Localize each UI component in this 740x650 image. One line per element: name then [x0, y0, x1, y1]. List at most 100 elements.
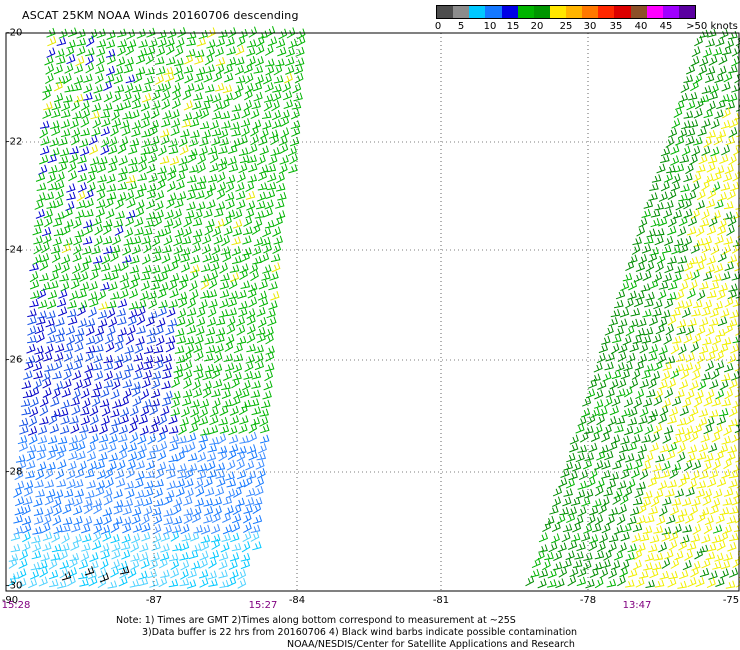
wind-barb	[154, 359, 164, 371]
wind-barb	[630, 467, 640, 479]
wind-barb	[114, 353, 124, 363]
wind-barb	[112, 371, 123, 381]
wind-barb	[208, 557, 217, 569]
wind-barb	[244, 72, 254, 84]
wind-barb	[32, 226, 42, 236]
wind-barb	[636, 515, 646, 525]
wind-barb	[113, 218, 124, 228]
wind-barb	[100, 281, 110, 291]
wind-barb	[582, 459, 593, 470]
wind-barb	[653, 271, 663, 283]
wind-barb	[150, 108, 160, 119]
wind-barb	[251, 406, 262, 416]
wind-barb	[265, 58, 275, 67]
wind-barb	[55, 48, 65, 58]
wind-barb	[252, 81, 263, 92]
wind-barb	[649, 247, 659, 256]
wind-barb	[667, 314, 677, 326]
wind-barb	[677, 508, 688, 517]
wind-barb	[702, 271, 713, 281]
wind-barb	[594, 399, 604, 409]
wind-barb	[688, 119, 699, 128]
wind-barb	[641, 460, 652, 471]
wind-barb	[44, 343, 54, 355]
wind-barb	[235, 75, 246, 84]
wind-barb	[73, 479, 84, 489]
wind-barb	[42, 387, 52, 398]
wind-barb	[559, 507, 569, 516]
wind-barb	[595, 478, 605, 489]
wind-barb	[61, 571, 72, 581]
wind-barb	[717, 65, 727, 76]
wind-barb	[103, 379, 114, 388]
wind-barb	[165, 37, 175, 48]
wind-barb	[282, 90, 293, 101]
wind-barb	[166, 469, 176, 479]
wind-barb	[651, 174, 662, 183]
wind-barb	[254, 56, 264, 67]
wind-barb	[252, 502, 262, 515]
wind-barb	[649, 442, 659, 452]
wind-barb	[142, 399, 152, 409]
wind-barb	[175, 354, 186, 364]
wind-barb	[678, 193, 688, 202]
wind-barb	[607, 416, 617, 427]
wind-barb	[151, 416, 161, 427]
wind-barb	[259, 145, 269, 156]
wind-barb	[73, 64, 84, 74]
wind-barb	[83, 515, 93, 526]
wind-barb	[69, 552, 80, 562]
wind-barb	[128, 288, 139, 299]
wind-barb	[723, 487, 734, 497]
wind-barb	[255, 459, 265, 470]
wind-barb	[648, 252, 658, 263]
wind-barb	[165, 72, 175, 83]
wind-barb	[689, 380, 699, 391]
wind-barb	[712, 334, 722, 346]
wind-barb	[631, 243, 641, 255]
wind-barb	[103, 80, 113, 92]
wind-barb	[76, 190, 86, 202]
wind-barb	[120, 396, 130, 407]
wind-barb	[107, 580, 118, 589]
wind-barb	[162, 353, 173, 364]
wind-barb	[663, 425, 674, 435]
wind-barb	[714, 450, 724, 461]
wind-barb	[257, 170, 268, 182]
wind-barb	[684, 260, 694, 272]
wind-barb	[196, 470, 207, 480]
wind-barb	[263, 100, 273, 112]
colorbar-segment	[533, 6, 550, 18]
wind-barb	[671, 117, 681, 129]
wind-barb	[625, 552, 635, 561]
wind-barb	[152, 245, 162, 254]
wind-barb	[185, 343, 195, 355]
wind-barb	[581, 407, 591, 418]
wind-barb	[75, 468, 85, 479]
wind-barb	[264, 199, 274, 210]
wind-barb	[589, 567, 599, 578]
wind-barb	[251, 100, 261, 110]
wind-barb	[648, 543, 658, 553]
wind-barb	[220, 98, 230, 110]
wind-barb	[85, 54, 94, 66]
wind-barb	[223, 92, 234, 102]
wind-barb	[46, 299, 57, 310]
wind-barb	[29, 569, 40, 580]
wind-barb	[244, 89, 253, 101]
wind-barb	[732, 238, 740, 247]
wind-barb	[591, 523, 602, 533]
wind-barb	[267, 316, 277, 327]
wind-barb	[699, 317, 709, 327]
wind-barb	[39, 259, 49, 272]
wind-barb	[231, 513, 242, 524]
wind-barb	[157, 306, 167, 317]
wind-barb	[626, 478, 636, 490]
wind-barb	[633, 459, 643, 470]
wind-barb	[84, 208, 94, 218]
wind-barb	[611, 396, 621, 407]
wind-barb	[648, 506, 658, 515]
wind-barb	[207, 145, 218, 155]
lat-label: -28	[6, 466, 23, 478]
wind-barb	[665, 488, 675, 498]
